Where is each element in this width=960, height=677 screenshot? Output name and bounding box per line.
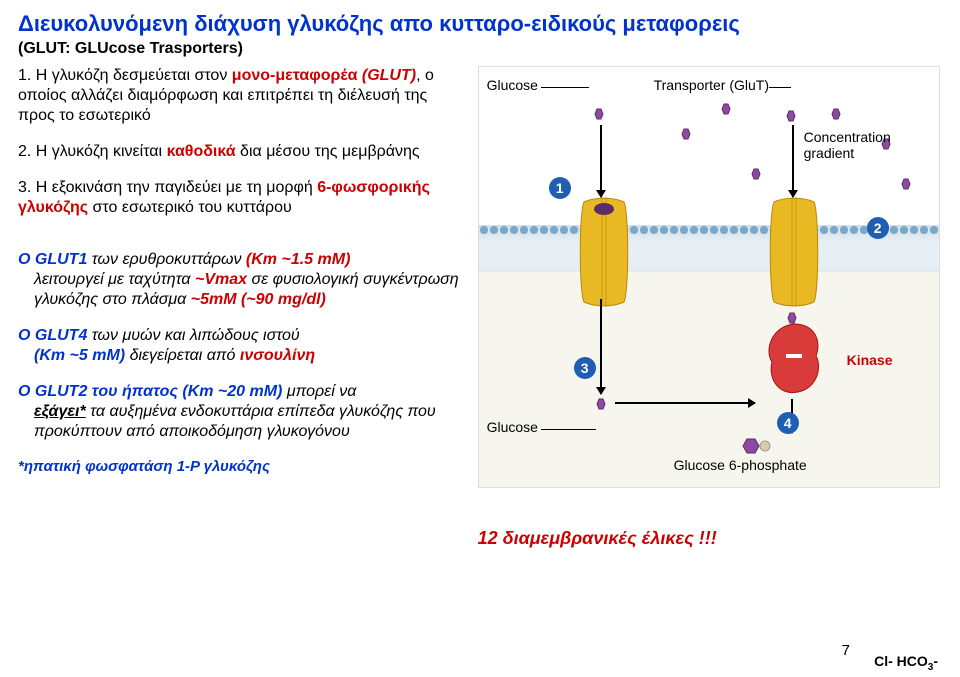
glut2-block: Ο GLUT2 του ήπατος (Km ~20 mM) μπορεί να… — [18, 382, 468, 442]
glucose-hex — [594, 397, 608, 411]
arrow — [600, 125, 602, 197]
label-concentration: Concentration — [804, 129, 891, 145]
step-3: 3 — [574, 357, 596, 379]
footnote: *ηπατική φωσφατάση 1-P γλυκόζης — [18, 458, 468, 477]
glucose-hex — [784, 109, 798, 123]
glut4-block: Ο GLUT4 των μυών και λιπώδους ιστού (Km … — [18, 326, 468, 366]
paragraph-1: 1. Η γλυκόζη δεσμεύεται στον μονο-μεταφο… — [18, 66, 468, 126]
page-subtitle: (GLUT: GLUcose Trasporters) — [18, 40, 942, 58]
glut1-block: Ο GLUT1 των ερυθροκυττάρων (Km ~1.5 mM) … — [18, 250, 468, 310]
label-g6p: Glucose 6-phosphate — [674, 457, 807, 473]
arrow — [600, 299, 602, 394]
arrow — [615, 402, 755, 404]
g6p-shape — [739, 437, 773, 455]
step-2: 2 — [867, 217, 889, 239]
glucose-hex — [592, 107, 606, 121]
label-transporter: Transporter (GluT) — [654, 77, 769, 93]
leader-line — [769, 87, 791, 88]
cl-hco3-label: Cl- HCO3- — [874, 653, 938, 673]
glucose-hex — [785, 311, 799, 325]
paragraph-3: 3. Η εξοκινάση την παγιδεύει με τη μορφή… — [18, 178, 468, 218]
step-4: 4 — [777, 412, 799, 434]
leader-line — [541, 429, 596, 430]
kinase-enzyme — [764, 322, 824, 396]
label-glucose-bot: Glucose — [487, 419, 538, 435]
page-number: 7 — [842, 642, 850, 659]
paragraph-2: 2. Η γλυκόζη κινείται καθοδικά δια μέσου… — [18, 142, 468, 162]
label-gradient: gradient — [804, 145, 855, 161]
step-1: 1 — [549, 177, 571, 199]
glucose-hex — [899, 177, 913, 191]
text-column: 1. Η γλυκόζη δεσμεύεται στον μονο-μεταφο… — [18, 66, 468, 549]
helices-note: 12 διαμεμβρανικές έλικες !!! — [478, 528, 942, 549]
label-kinase: Kinase — [847, 352, 893, 368]
page-title: Διευκολυνόμενη διάχυση γλυκόζης απο κυττ… — [18, 10, 942, 38]
arrow — [792, 125, 794, 197]
glucose-hex — [829, 107, 843, 121]
glut-diagram: 1 2 3 4 Glucose Transporter (GluT) Conce… — [478, 66, 940, 488]
leader-line — [541, 87, 589, 88]
glucose-hex — [719, 102, 733, 116]
glucose-hex — [749, 167, 763, 181]
label-glucose-top: Glucose — [487, 77, 538, 93]
glucose-hex — [679, 127, 693, 141]
glut-channel-2 — [764, 197, 824, 307]
glut-channel-1 — [574, 197, 634, 307]
